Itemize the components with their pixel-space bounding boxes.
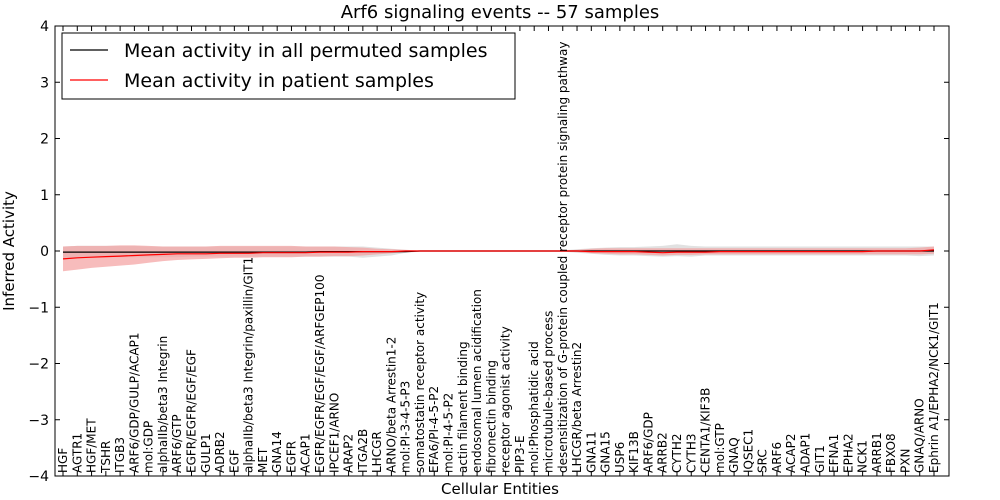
x-tick-label: receptor agonist activity <box>499 326 513 473</box>
x-axis-label: Cellular Entities <box>441 480 559 498</box>
x-tick-label: GNAQ <box>727 437 741 473</box>
x-tick-label: EFA6/PI-4-5-P2 <box>427 386 441 473</box>
y-axis-ticks: −4 −3 −2 −1 0 1 2 3 4 <box>28 19 949 485</box>
x-tick-label: desensitization of G-protein coupled rec… <box>556 42 570 473</box>
x-tick-label: GNA15 <box>599 431 613 473</box>
x-tick-label: microtubule-based process <box>542 311 556 473</box>
x-tick-label: mol:Phosphatidic acid <box>527 341 541 473</box>
x-tick-label: IQSEC1 <box>741 429 755 473</box>
x-tick-label: CENTA1/KIF3B <box>699 388 713 473</box>
x-tick-label: somatostatin receptor activity <box>413 292 427 473</box>
x-tick-label: EGF <box>227 449 241 473</box>
x-tick-label: fibronectin binding <box>484 360 498 473</box>
x-tick-label: EFNA1 <box>827 434 841 473</box>
y-tick-label: −1 <box>28 300 49 316</box>
x-tick-label: EGFR/EGFR/EGF/EGF <box>185 349 199 473</box>
x-tick-label: IPCEF1/ARNO <box>327 393 341 473</box>
series-lines <box>62 249 935 260</box>
x-tick-label: actin filament binding <box>456 341 470 473</box>
x-tick-label: alphaIIb/beta3 Integrin <box>156 336 170 473</box>
x-tick-label: ADRB2 <box>213 431 227 473</box>
y-tick-label: −4 <box>28 469 49 485</box>
x-tick-label: Ephrin A1/EPHA2/NCK1/GIT1 <box>927 302 941 473</box>
x-tick-label: USP6 <box>613 442 627 473</box>
x-tick-label: EPHA2 <box>841 433 855 473</box>
x-tick-label: NCK1 <box>856 440 870 473</box>
x-tick-label: GNAQ/ARNO <box>913 398 927 473</box>
x-tick-label: ARRB2 <box>656 432 670 473</box>
x-tick-label: PIP3-E <box>513 435 527 473</box>
y-tick-label: 0 <box>40 244 49 260</box>
x-tick-label: ARF6 <box>770 442 784 473</box>
patient-line <box>62 249 935 260</box>
x-tick-label: LHCGR <box>370 431 384 473</box>
x-tick-label: endosomal lumen acidification <box>470 289 484 473</box>
y-tick-label: −2 <box>28 357 49 373</box>
chart-title: Arf6 signaling events -- 57 samples <box>341 2 660 23</box>
legend: Mean activity in all permuted samples Me… <box>61 32 516 100</box>
x-tick-label: CYTH2 <box>670 434 684 474</box>
x-tick-label: ITGB3 <box>113 437 127 473</box>
x-tick-label: mol:GTP <box>713 423 727 473</box>
x-tick-label: FBXO8 <box>884 433 898 473</box>
x-tick-label: PXN <box>898 449 912 473</box>
x-tick-label: GULP1 <box>199 433 213 473</box>
x-tick-label: ADAP1 <box>799 433 813 473</box>
x-tick-label: mol:GDP <box>142 421 156 473</box>
x-tick-label: TSHR <box>99 441 113 474</box>
y-tick-label: 2 <box>40 132 49 148</box>
x-tick-label: SRC <box>756 449 770 473</box>
y-tick-label: 3 <box>40 75 49 91</box>
x-tick-label: KIF13B <box>627 431 641 473</box>
x-tick-label: ARNO/beta Arrestin1-2 <box>384 337 398 473</box>
y-tick-label: −3 <box>28 413 49 429</box>
x-tick-label: ARF6/GDP/GULP/ACAP1 <box>127 333 141 473</box>
x-tick-label: ACAP1 <box>299 434 313 473</box>
x-tick-label: AGTR1 <box>70 433 84 473</box>
x-tick-label: alphaIIb/beta3 Integrin/paxillin/GIT1 <box>242 257 256 473</box>
x-tick-label: MET <box>256 447 270 473</box>
y-axis-label: Inferred Activity <box>0 191 18 311</box>
legend-box <box>61 32 516 100</box>
legend-label-permuted: Mean activity in all permuted samples <box>124 40 487 62</box>
plot-frame <box>54 25 950 477</box>
x-tick-label: ARF6/GDP <box>641 412 655 473</box>
x-tick-label: GNA11 <box>584 431 598 473</box>
x-tick-label: ACAP2 <box>784 434 798 473</box>
y-tick-label: 4 <box>40 19 49 35</box>
x-tick-label: ITGA2B <box>356 429 370 473</box>
x-tick-label: ARRB1 <box>870 432 884 473</box>
x-tick-label: ARF6/GTP <box>170 414 184 473</box>
x-tick-label: EGFR <box>285 441 299 473</box>
x-axis-ticks: HGF AGTR1 HGF/MET TSHR ITGB3 ARF6/GDP/GULP/AC… <box>56 26 941 476</box>
x-tick-label: LHCGR/beta Arrestin2 <box>570 342 584 473</box>
x-tick-label: mol:PI-3-4-5-P3 <box>399 381 413 473</box>
x-tick-label: ARAP2 <box>342 434 356 473</box>
x-tick-label: GNA14 <box>270 431 284 473</box>
y-tick-label: 1 <box>40 188 49 204</box>
x-tick-label: EGFR/EGFR/EGF/EGF/ARFGEP100 <box>313 275 327 473</box>
x-tick-label: HGF/MET <box>85 418 99 473</box>
x-tick-label: mol:PI-4-5-P2 <box>442 393 456 473</box>
legend-label-patient: Mean activity in patient samples <box>124 70 434 92</box>
x-tick-label: GIT1 <box>813 445 827 473</box>
x-tick-label: HGF <box>56 448 70 473</box>
x-tick-label: CYTH3 <box>684 434 698 474</box>
